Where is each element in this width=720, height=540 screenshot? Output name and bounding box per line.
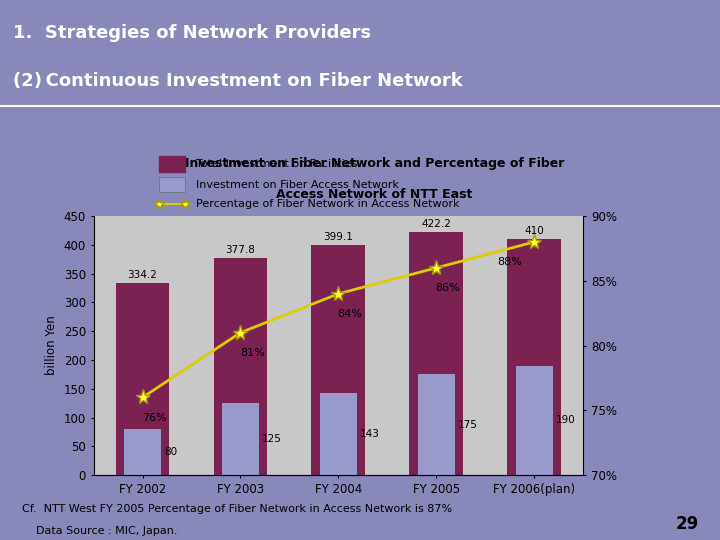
Bar — [410, 232, 463, 475]
Text: Investment on Fiber Access Network: Investment on Fiber Access Network — [196, 179, 399, 190]
Bar — [116, 283, 169, 475]
Text: 125: 125 — [262, 434, 282, 444]
Text: 410: 410 — [524, 226, 544, 236]
Text: Investment on Fiber Network and Percentage of Fiber: Investment on Fiber Network and Percenta… — [185, 157, 564, 170]
Text: 88%: 88% — [498, 258, 522, 267]
Text: 175: 175 — [458, 420, 478, 430]
Text: Cf.  NTT West FY 2005 Percentage of Fiber Network in Access Network is 87%: Cf. NTT West FY 2005 Percentage of Fiber… — [22, 504, 451, 514]
Text: 377.8: 377.8 — [225, 245, 256, 255]
Y-axis label: billion Yen: billion Yen — [45, 316, 58, 375]
Bar — [124, 429, 161, 475]
Text: Access Network of NTT East: Access Network of NTT East — [276, 188, 472, 201]
Bar — [508, 239, 561, 475]
Bar — [418, 374, 455, 475]
Text: 1.  Strategies of Network Providers: 1. Strategies of Network Providers — [13, 24, 371, 42]
Text: Percentage of Fiber Network in Access Network: Percentage of Fiber Network in Access Ne… — [196, 199, 459, 210]
Text: Total Investment on Facilities: Total Investment on Facilities — [196, 159, 358, 169]
Text: 86%: 86% — [436, 284, 461, 293]
Text: 80: 80 — [164, 447, 177, 457]
Bar — [222, 403, 259, 475]
Bar — [516, 366, 553, 475]
Text: 143: 143 — [360, 429, 380, 439]
Text: 190: 190 — [556, 415, 575, 426]
Bar — [214, 258, 267, 475]
Text: 422.2: 422.2 — [421, 219, 451, 229]
Text: Data Source : MIC, Japan.: Data Source : MIC, Japan. — [22, 526, 177, 536]
Text: 81%: 81% — [240, 348, 265, 358]
Text: 84%: 84% — [338, 309, 363, 319]
Bar — [312, 245, 365, 475]
Text: 334.2: 334.2 — [127, 270, 158, 280]
Text: (2) Continuous Investment on Fiber Network: (2) Continuous Investment on Fiber Netwo… — [13, 72, 463, 90]
Bar — [158, 177, 185, 192]
Bar — [320, 393, 357, 475]
Bar — [158, 156, 185, 172]
Bar — [158, 177, 185, 192]
Text: 76%: 76% — [142, 413, 167, 423]
Text: 399.1: 399.1 — [323, 232, 354, 242]
Text: 29: 29 — [675, 515, 698, 533]
